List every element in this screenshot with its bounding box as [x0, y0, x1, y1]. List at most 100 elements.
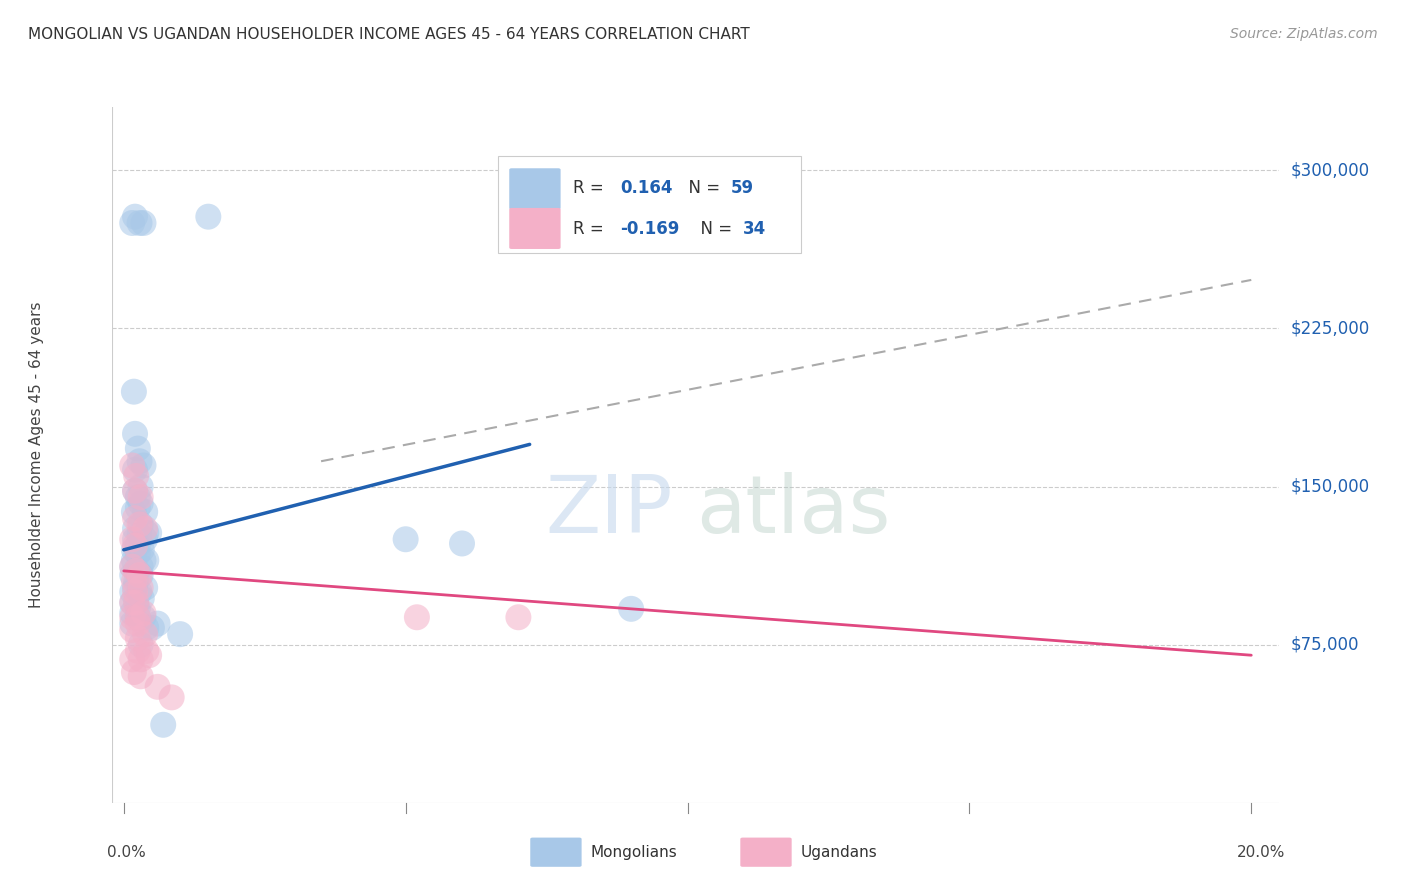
Point	[121, 623, 143, 637]
Text: 0.164: 0.164	[620, 179, 672, 197]
Point	[134, 581, 156, 595]
Point	[127, 500, 149, 515]
Point	[128, 454, 150, 468]
Point	[127, 644, 149, 658]
Point	[128, 216, 150, 230]
Point	[125, 595, 148, 609]
Text: R =: R =	[574, 179, 609, 197]
Point	[508, 610, 530, 624]
Point	[128, 517, 150, 532]
Point	[121, 559, 143, 574]
Point	[160, 690, 183, 705]
Point	[197, 210, 219, 224]
Point	[134, 533, 156, 547]
Point	[135, 553, 157, 567]
Text: ZIP: ZIP	[546, 472, 672, 549]
Point	[121, 533, 143, 547]
Text: N =: N =	[690, 219, 738, 238]
Point	[146, 616, 169, 631]
Point	[125, 564, 148, 578]
Point	[127, 442, 149, 456]
Point	[134, 505, 156, 519]
Point	[124, 483, 146, 498]
Point	[124, 483, 146, 498]
Text: N =: N =	[679, 179, 725, 197]
Point	[121, 595, 143, 609]
Point	[129, 652, 152, 666]
Point	[138, 525, 160, 540]
Point	[395, 533, 418, 547]
Point	[127, 616, 149, 631]
Point	[121, 216, 143, 230]
Text: $75,000: $75,000	[1291, 636, 1360, 654]
Point	[122, 542, 145, 557]
Point	[138, 648, 160, 663]
Point	[122, 505, 145, 519]
Point	[134, 627, 156, 641]
Point	[451, 536, 474, 550]
Point	[124, 426, 146, 441]
Text: Mongolians: Mongolians	[591, 846, 678, 861]
Point	[131, 591, 153, 606]
Point	[129, 517, 152, 532]
FancyBboxPatch shape	[530, 838, 582, 867]
Text: Ugandans: Ugandans	[801, 846, 877, 861]
Point	[121, 559, 143, 574]
Point	[125, 564, 148, 578]
Point	[124, 539, 146, 553]
Point	[121, 585, 143, 599]
Point	[127, 539, 149, 553]
Text: 0.0%: 0.0%	[107, 845, 145, 860]
FancyBboxPatch shape	[741, 838, 792, 867]
Point	[124, 522, 146, 536]
Point	[129, 496, 152, 510]
Point	[131, 542, 153, 557]
Text: $150,000: $150,000	[1291, 477, 1369, 496]
Point	[125, 595, 148, 609]
Text: 34: 34	[742, 219, 766, 238]
FancyBboxPatch shape	[509, 169, 561, 210]
Text: atlas: atlas	[696, 472, 890, 549]
Point	[135, 621, 157, 635]
Point	[141, 621, 163, 635]
Point	[124, 463, 146, 477]
Text: Householder Income Ages 45 - 64 years: Householder Income Ages 45 - 64 years	[30, 301, 44, 608]
Point	[121, 606, 143, 620]
Point	[128, 528, 150, 542]
Point	[152, 718, 174, 732]
Point	[129, 669, 152, 683]
Point	[128, 585, 150, 599]
Text: R =: R =	[574, 219, 609, 238]
Point	[124, 210, 146, 224]
Point	[135, 525, 157, 540]
Point	[122, 384, 145, 399]
Point	[124, 511, 146, 525]
FancyBboxPatch shape	[498, 156, 801, 253]
Point	[125, 469, 148, 483]
Point	[121, 610, 143, 624]
Point	[132, 553, 155, 567]
Text: -0.169: -0.169	[620, 219, 679, 238]
Point	[129, 490, 152, 504]
Point	[146, 680, 169, 694]
Point	[124, 533, 146, 547]
Point	[129, 479, 152, 493]
Point	[132, 606, 155, 620]
Text: $300,000: $300,000	[1291, 161, 1369, 179]
Text: $225,000: $225,000	[1291, 319, 1369, 337]
Point	[121, 458, 143, 473]
Point	[129, 568, 152, 582]
Text: Source: ZipAtlas.com: Source: ZipAtlas.com	[1230, 27, 1378, 41]
Text: 20.0%: 20.0%	[1237, 845, 1285, 860]
Point	[124, 581, 146, 595]
Point	[127, 547, 149, 561]
Point	[127, 602, 149, 616]
Point	[121, 595, 143, 609]
Point	[134, 522, 156, 536]
Point	[132, 216, 155, 230]
Point	[127, 610, 149, 624]
Point	[132, 610, 155, 624]
Point	[122, 665, 145, 679]
Point	[127, 490, 149, 504]
Point	[121, 568, 143, 582]
